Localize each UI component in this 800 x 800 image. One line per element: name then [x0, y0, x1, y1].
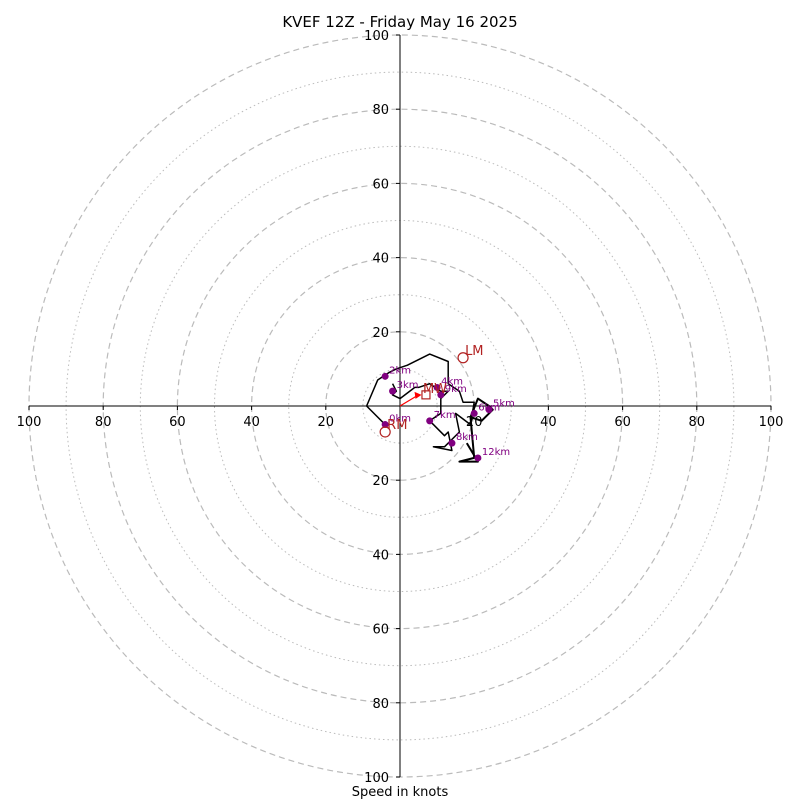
- x-tick-label: 60: [169, 415, 186, 430]
- mean-wind-label: MW: [423, 382, 447, 397]
- height-point-label: 6km: [478, 402, 500, 413]
- height-point-label: 7km: [434, 410, 456, 421]
- x-tick-label: 80: [689, 415, 706, 430]
- x-tick-label: 100: [17, 415, 42, 430]
- height-point-label: 0km: [389, 414, 411, 425]
- x-tick-label: 100: [759, 415, 784, 430]
- x-tick-label: 40: [540, 415, 557, 430]
- y-tick-label: 60: [372, 177, 389, 192]
- x-tick-label: 40: [243, 415, 260, 430]
- height-point-label: 12km: [482, 447, 510, 458]
- storm-markers: LM RM MW: [379, 344, 484, 438]
- y-tick-label: 40: [372, 548, 389, 563]
- mean-wind-marker: [421, 390, 431, 400]
- height-point: [381, 421, 389, 429]
- y-tick-label: 100: [364, 771, 389, 786]
- shear-vector-head: [414, 391, 422, 399]
- height-point-label: 9km: [445, 384, 467, 395]
- y-tick-label: 80: [372, 103, 389, 118]
- height-point: [426, 417, 434, 425]
- height-point: [448, 439, 456, 447]
- hodograph-series: [365, 353, 494, 463]
- x-axis-label: Speed in knots: [352, 785, 449, 800]
- height-point: [470, 409, 478, 417]
- height-point: [437, 391, 445, 399]
- height-point-label: 3km: [397, 380, 419, 391]
- y-tick-label: 100: [364, 29, 389, 44]
- height-point-label: 5km: [493, 399, 515, 410]
- height-point: [485, 406, 493, 414]
- y-tick-label: 20: [372, 474, 389, 489]
- chart-title: KVEF 12Z - Friday May 16 2025: [282, 13, 517, 31]
- storm-motion-marker: [379, 426, 391, 438]
- height-point: [389, 387, 397, 395]
- height-point: [474, 454, 482, 462]
- y-tick-label: 40: [372, 252, 389, 267]
- height-point: [433, 383, 441, 391]
- y-tick-label: 60: [372, 623, 389, 638]
- storm-motion-label: LM: [465, 344, 483, 359]
- x-tick-label: 20: [318, 415, 335, 430]
- height-point-label: 8km: [456, 432, 478, 443]
- height-point: [381, 372, 389, 380]
- height-point-label: 2km: [389, 365, 411, 376]
- x-tick-label: 60: [614, 415, 631, 430]
- storm-motion-label: RM: [387, 418, 407, 433]
- hodograph-line: [365, 353, 475, 452]
- storm-motion-marker: [457, 352, 469, 364]
- x-tick-label: 80: [95, 415, 112, 430]
- y-tick-label: 80: [372, 697, 389, 712]
- y-tick-label: 20: [372, 326, 389, 341]
- hodograph-line-upper: [458, 397, 494, 463]
- height-point-label: 4km: [441, 376, 463, 387]
